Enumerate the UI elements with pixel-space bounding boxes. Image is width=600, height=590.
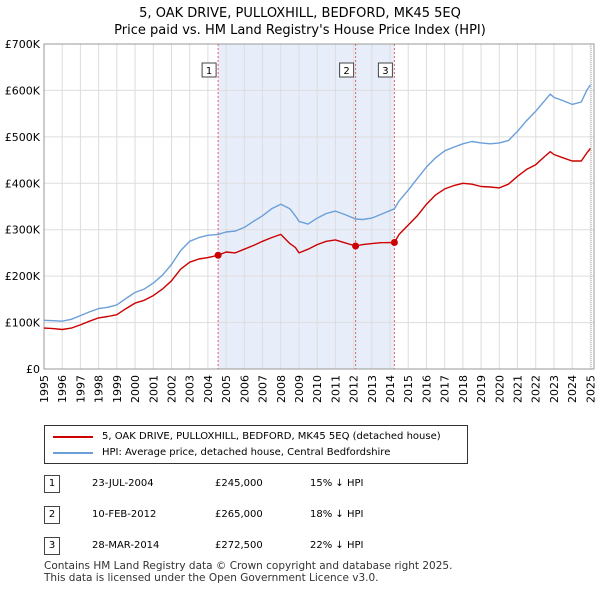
transaction-price: £265,000 bbox=[215, 509, 263, 520]
title-line-2: Price paid vs. HM Land Registry's House … bbox=[114, 23, 486, 38]
sale-point-3 bbox=[390, 238, 398, 246]
x-tick-label: 2000 bbox=[129, 375, 142, 403]
x-tick-label: 2022 bbox=[530, 375, 543, 403]
sale-point-1 bbox=[214, 251, 222, 259]
x-tick-label: 2024 bbox=[566, 375, 579, 403]
y-tick-label: £400K bbox=[5, 177, 41, 190]
transaction-date: 28-MAR-2014 bbox=[92, 540, 160, 551]
sale-label-box-1 bbox=[201, 62, 217, 78]
footer-licence: This data is licensed under the Open Gov… bbox=[44, 572, 379, 584]
x-tick-label: 2017 bbox=[439, 375, 452, 403]
x-tick-label: 2021 bbox=[512, 375, 525, 403]
x-tick-label: 1996 bbox=[56, 375, 69, 403]
x-tick-label: 2016 bbox=[420, 375, 433, 403]
y-tick-label: £100K bbox=[5, 317, 41, 330]
x-tick-label: 2011 bbox=[329, 375, 342, 403]
y-tick-label: £700K bbox=[5, 38, 41, 51]
sale-label-1: 1 bbox=[206, 66, 212, 77]
property-price-line bbox=[43, 148, 591, 331]
title-line-1: 5, OAK DRIVE, PULLOXHILL, BEDFORD, MK45 … bbox=[139, 6, 461, 21]
x-tick-label: 2005 bbox=[220, 375, 233, 403]
x-tick-label: 1995 bbox=[38, 375, 51, 403]
y-tick-label: £600K bbox=[5, 84, 41, 97]
y-tick-label: £0 bbox=[26, 363, 40, 376]
y-tick-label: £500K bbox=[5, 131, 41, 144]
sale-label-box-2 bbox=[339, 62, 355, 78]
x-tick-label: 2015 bbox=[402, 375, 415, 403]
x-tick-label: 2001 bbox=[147, 375, 160, 403]
transaction-hpi-diff: 22% ↓ HPI bbox=[310, 540, 364, 551]
x-tick-label: 2002 bbox=[165, 375, 178, 403]
x-tick-label: 2025 bbox=[584, 375, 597, 403]
x-tick-label: 2010 bbox=[311, 375, 324, 403]
chart-legend: 5, OAK DRIVE, PULLOXHILL, BEDFORD, MK45 … bbox=[44, 425, 468, 464]
transaction-price: £245,000 bbox=[215, 478, 263, 489]
footer-notice: Contains HM Land Registry data © Crown c… bbox=[44, 560, 452, 584]
x-tick-label: 2019 bbox=[475, 375, 488, 403]
legend-label-hpi: HPI: Average price, detached house, Cent… bbox=[102, 447, 391, 458]
sale-label-box-3 bbox=[377, 62, 393, 78]
x-tick-label: 2008 bbox=[275, 375, 288, 403]
x-tick-label: 2013 bbox=[366, 375, 379, 403]
legend-swatch-property bbox=[53, 436, 93, 438]
ownership-shaded-span bbox=[217, 44, 395, 369]
transaction-date: 23-JUL-2004 bbox=[92, 478, 154, 489]
x-tick-label: 2018 bbox=[457, 375, 470, 403]
legend-label-property: 5, OAK DRIVE, PULLOXHILL, BEDFORD, MK45 … bbox=[102, 431, 441, 442]
legend-swatch-hpi bbox=[53, 452, 93, 454]
x-tick-label: 1997 bbox=[74, 375, 87, 403]
y-tick-label: £200K bbox=[5, 270, 41, 283]
x-tick-label: 2023 bbox=[548, 375, 561, 403]
footer-copyright: Contains HM Land Registry data © Crown c… bbox=[44, 560, 453, 572]
transaction-hpi-diff: 18% ↓ HPI bbox=[310, 509, 364, 520]
transaction-marker-1: 1 bbox=[44, 475, 60, 493]
x-tick-label: 1998 bbox=[93, 375, 106, 403]
transaction-hpi-diff: 15% ↓ HPI bbox=[310, 478, 364, 489]
chart-title: 5, OAK DRIVE, PULLOXHILL, BEDFORD, MK45 … bbox=[0, 5, 600, 39]
transaction-marker-3: 3 bbox=[44, 537, 60, 555]
price-chart: £0 £100K £200K £300K £400K £500K £600K £700K 199… bbox=[5, 38, 598, 403]
hpi-line bbox=[43, 84, 591, 322]
transaction-date: 10-FEB-2012 bbox=[92, 509, 157, 520]
sale-label-2: 2 bbox=[343, 66, 349, 77]
sale-label-3: 3 bbox=[382, 66, 388, 77]
transaction-marker-2: 2 bbox=[44, 506, 60, 524]
plot-frame bbox=[43, 43, 595, 370]
x-tick-label: 2020 bbox=[493, 375, 506, 403]
x-tick-label: 1999 bbox=[111, 375, 124, 403]
x-tick-label: 2014 bbox=[384, 375, 397, 403]
y-tick-label: £300K bbox=[5, 224, 41, 237]
x-tick-label: 2004 bbox=[202, 375, 215, 403]
x-tick-label: 2007 bbox=[257, 375, 270, 403]
transaction-price: £272,500 bbox=[215, 540, 263, 551]
x-tick-label: 2006 bbox=[238, 375, 251, 403]
x-tick-label: 2009 bbox=[293, 375, 306, 403]
sale-point-2 bbox=[352, 242, 360, 250]
x-tick-label: 2003 bbox=[184, 375, 197, 403]
x-tick-label: 2012 bbox=[348, 375, 361, 403]
